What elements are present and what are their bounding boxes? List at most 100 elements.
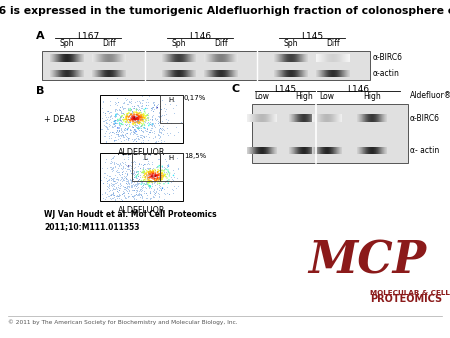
Bar	[131, 153, 160, 181]
Point	[130, 117, 137, 122]
Point	[133, 109, 140, 115]
Point	[115, 112, 122, 117]
Point	[139, 122, 146, 127]
Point	[108, 156, 115, 162]
Point	[127, 100, 135, 106]
Point	[149, 173, 156, 179]
Point	[145, 178, 153, 183]
Point	[102, 117, 109, 122]
Point	[128, 117, 135, 122]
Point	[118, 132, 126, 137]
Point	[116, 118, 123, 123]
Text: H: H	[169, 154, 174, 161]
Point	[136, 107, 143, 113]
Text: Low: Low	[320, 92, 334, 101]
Point	[146, 168, 153, 173]
Point	[111, 114, 118, 120]
Point	[130, 174, 137, 180]
Point	[152, 174, 159, 179]
Point	[139, 166, 146, 172]
Point	[117, 185, 124, 191]
Point	[130, 118, 137, 123]
Point	[135, 177, 142, 183]
Point	[143, 99, 150, 104]
Point	[133, 107, 140, 113]
Point	[117, 133, 124, 138]
Point	[132, 168, 140, 174]
Point	[159, 170, 166, 175]
Point	[132, 162, 139, 167]
Point	[104, 109, 112, 114]
Point	[132, 175, 140, 180]
Point	[109, 165, 116, 170]
Point	[112, 121, 119, 126]
Point	[128, 107, 135, 113]
Point	[154, 131, 162, 137]
Point	[118, 192, 126, 197]
Point	[120, 189, 127, 195]
Point	[117, 121, 125, 126]
Point	[134, 112, 141, 118]
Point	[155, 182, 162, 188]
Point	[127, 116, 135, 121]
Point	[124, 106, 131, 112]
Point	[105, 193, 112, 198]
Point	[119, 105, 126, 111]
Point	[136, 111, 143, 116]
Point	[115, 122, 122, 127]
Point	[140, 121, 147, 127]
Point	[137, 124, 144, 129]
Point	[130, 130, 137, 136]
Point	[146, 129, 153, 135]
Point	[161, 191, 168, 197]
Point	[127, 127, 134, 132]
Point	[118, 166, 126, 171]
Point	[154, 172, 162, 177]
Point	[109, 193, 117, 198]
Point	[115, 133, 122, 139]
Point	[117, 111, 124, 116]
Point	[113, 188, 121, 193]
Point	[160, 187, 167, 192]
Point	[128, 99, 135, 104]
Point	[119, 135, 126, 140]
Point	[135, 120, 143, 126]
Point	[150, 189, 158, 194]
Point	[104, 179, 111, 184]
Point	[159, 185, 166, 191]
Point	[155, 190, 162, 195]
Point	[153, 117, 160, 122]
Point	[134, 120, 141, 125]
Point	[102, 111, 109, 116]
Point	[109, 178, 117, 183]
Point	[159, 164, 166, 169]
Point	[135, 116, 142, 122]
Point	[102, 160, 109, 165]
Point	[140, 167, 147, 172]
Point	[134, 118, 141, 123]
Point	[156, 134, 163, 139]
Point	[142, 102, 149, 107]
Point	[119, 130, 126, 135]
Point	[101, 133, 108, 138]
Point	[118, 113, 125, 118]
Point	[134, 115, 141, 120]
Point	[148, 167, 155, 172]
Point	[143, 170, 150, 175]
Point	[157, 103, 164, 109]
Point	[132, 182, 139, 187]
Point	[112, 112, 119, 117]
Point	[146, 179, 153, 185]
Point	[135, 172, 142, 177]
Point	[126, 118, 134, 123]
Point	[131, 124, 138, 129]
Point	[131, 129, 138, 135]
Point	[118, 169, 125, 174]
Point	[104, 126, 111, 131]
Point	[130, 114, 137, 119]
Point	[144, 184, 152, 189]
Point	[112, 106, 119, 112]
Point	[154, 120, 161, 126]
Point	[122, 178, 129, 184]
Bar	[160, 95, 183, 123]
